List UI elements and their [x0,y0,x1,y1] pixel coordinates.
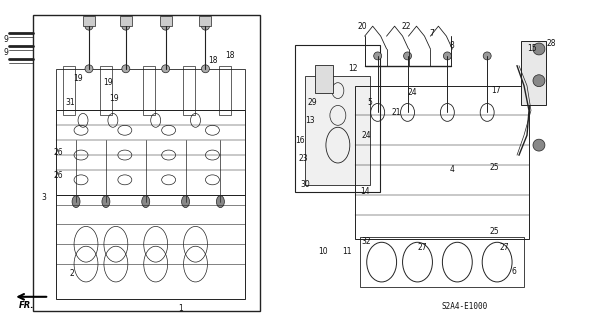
Text: 21: 21 [392,108,401,117]
Bar [219,66,231,116]
Ellipse shape [161,22,169,30]
Text: 8: 8 [449,42,454,51]
Text: 27: 27 [418,243,427,252]
Text: 9: 9 [4,35,9,44]
Text: 18: 18 [225,52,235,60]
Text: 10: 10 [318,247,328,256]
Text: 6: 6 [511,267,516,276]
Text: 9: 9 [4,48,9,57]
Text: 25: 25 [489,164,499,172]
Text: 13: 13 [305,116,314,125]
Text: 27: 27 [499,243,509,252]
Text: 16: 16 [295,136,305,145]
Bar [56,195,245,299]
Ellipse shape [201,22,209,30]
Text: 31: 31 [65,98,75,107]
Text: 32: 32 [362,237,371,246]
Text: 4: 4 [449,165,454,174]
Text: 19: 19 [73,74,83,83]
Text: 19: 19 [103,78,112,87]
Text: 24: 24 [408,88,417,97]
Ellipse shape [216,196,224,208]
Text: 15: 15 [527,44,537,53]
Text: 7: 7 [429,28,434,38]
Bar [360,237,524,287]
Bar [142,66,155,116]
Ellipse shape [161,65,169,73]
Ellipse shape [403,52,411,60]
Bar [33,15,260,311]
Bar [305,76,370,185]
Text: 24: 24 [362,131,371,140]
Text: 2: 2 [69,268,74,277]
Ellipse shape [374,52,382,60]
Bar [521,41,546,106]
Bar [182,66,195,116]
Ellipse shape [102,196,110,208]
Text: 30: 30 [300,180,310,189]
Text: 1: 1 [179,304,184,313]
Ellipse shape [533,139,545,151]
Bar [315,65,333,92]
Bar [200,16,211,26]
Text: 22: 22 [402,22,411,31]
Bar [120,16,132,26]
Text: 11: 11 [342,247,351,256]
Text: 19: 19 [109,94,119,103]
Text: 14: 14 [360,187,370,196]
Bar [295,45,379,192]
Bar [56,110,245,195]
Text: FR.: FR. [18,301,34,310]
Text: 3: 3 [41,193,46,202]
Text: 20: 20 [358,22,367,31]
Text: S2A4-E1000: S2A4-E1000 [441,302,488,311]
Ellipse shape [182,196,190,208]
Text: 23: 23 [298,154,308,163]
Bar [63,66,75,116]
Ellipse shape [201,65,209,73]
Text: 5: 5 [368,98,373,107]
Text: 18: 18 [208,56,218,65]
Text: 29: 29 [308,98,317,107]
Ellipse shape [122,65,130,73]
Ellipse shape [72,196,80,208]
Ellipse shape [533,75,545,87]
Ellipse shape [122,22,130,30]
Text: 26: 26 [53,172,63,180]
Text: 25: 25 [489,227,499,236]
Bar [100,66,112,116]
Text: 12: 12 [348,64,357,73]
Bar [160,16,172,26]
Ellipse shape [85,65,93,73]
Ellipse shape [483,52,491,60]
Bar [56,69,245,110]
Ellipse shape [533,43,545,55]
Bar [355,86,529,239]
Ellipse shape [85,22,93,30]
Text: 26: 26 [53,148,63,156]
Bar [83,16,95,26]
Ellipse shape [443,52,451,60]
Text: 17: 17 [491,86,501,95]
Text: 28: 28 [547,38,556,48]
Ellipse shape [142,196,150,208]
